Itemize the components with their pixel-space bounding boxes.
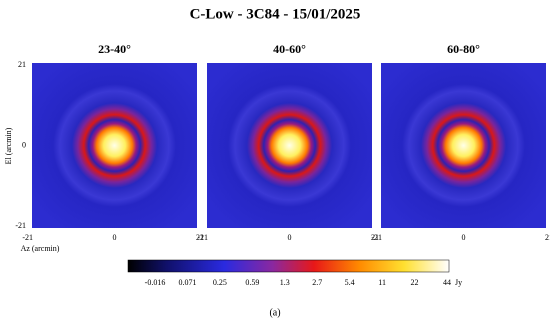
x-tick-label: -21 (197, 233, 208, 242)
x-tick-label: 0 (113, 233, 117, 242)
y-tick-label: -21 (15, 221, 26, 230)
y-tick-label: 21 (18, 60, 26, 69)
colorbar (127, 259, 450, 273)
x-tick-label: -21 (371, 233, 382, 242)
x-tick-label: 21 (196, 233, 204, 242)
x-tick-label: 0 (288, 233, 292, 242)
panel-title: 23-40° (98, 42, 131, 56)
colorbar-tick-label: 5.4 (345, 278, 355, 287)
figure-title: C-Low - 3C84 - 15/01/2025 (190, 6, 361, 22)
colorbar-tick-label: 1.3 (280, 278, 290, 287)
x-tick-label: 0 (462, 233, 466, 242)
colorbar-unit: Jy (455, 278, 462, 287)
colorbar-tick-label: -0.016 (145, 278, 166, 287)
colorbar-tick-label: 0.59 (245, 278, 259, 287)
colorbar-tick-label: 22 (411, 278, 419, 287)
caption: (a) (269, 307, 280, 318)
colorbar-tick-label: 11 (378, 278, 386, 287)
colorbar-tick-label: 0.071 (178, 278, 196, 287)
beam-map (381, 63, 546, 228)
colorbar-tick-label: 44 (443, 278, 451, 287)
colorbar-tick-label: 0.25 (213, 278, 227, 287)
y-tick-label: 0 (22, 140, 26, 149)
panel-title: 60-80° (447, 42, 480, 56)
beam-map (207, 63, 372, 228)
y-axis-label: El (arcmin) (4, 127, 13, 164)
x-axis-label: Az (arcmin) (21, 244, 60, 253)
panel-title: 40-60° (273, 42, 306, 56)
x-tick-label: -21 (22, 233, 33, 242)
x-tick-label: 21 (545, 233, 550, 242)
colorbar-tick-label: 2.7 (312, 278, 322, 287)
beam-map (32, 63, 197, 228)
x-tick-label: 21 (371, 233, 379, 242)
